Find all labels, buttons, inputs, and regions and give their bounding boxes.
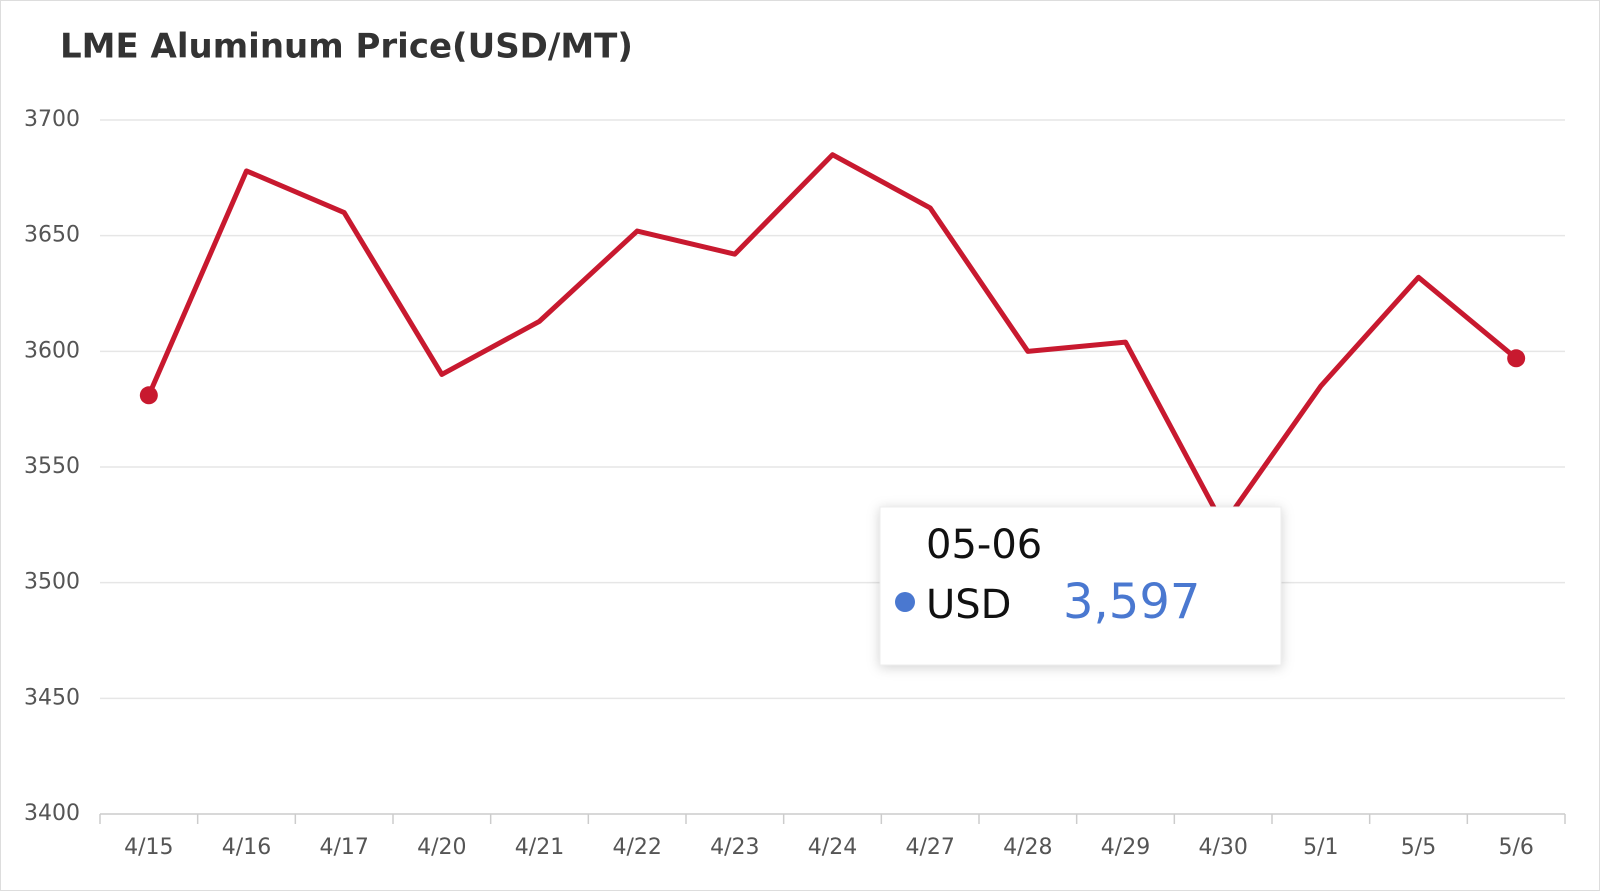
x-tick-label: 4/29 [1101,835,1150,860]
x-tick-label: 5/6 [1498,835,1533,860]
x-tick-label: 4/20 [417,835,466,860]
y-tick-label: 3500 [24,570,80,595]
x-tick-label: 4/17 [319,835,368,860]
tooltip-value: 3,597 [1063,574,1200,630]
x-tick-label: 4/27 [905,835,954,860]
y-tick-label: 3650 [24,223,80,248]
end-point [1507,349,1526,368]
x-tick-label: 4/28 [1003,835,1052,860]
tooltip-series: USD [926,582,1011,628]
tooltip: 05-06 USD 3,597 [879,506,1282,666]
y-tick-label: 3550 [24,454,80,479]
x-tick-label: 5/1 [1303,835,1338,860]
tooltip-box [879,506,1282,666]
x-tick-label: 4/23 [710,835,759,860]
x-tick-label: 4/21 [515,835,564,860]
price-line [146,152,1518,528]
tooltip-date: 05-06 [926,522,1042,568]
x-tick-label: 4/22 [612,835,661,860]
y-tick-label: 3450 [24,685,80,710]
y-tick-label: 3700 [24,107,80,132]
x-tick-label: 4/15 [124,835,173,860]
y-tick-label: 3600 [24,338,80,363]
x-tick-label: 4/16 [222,835,271,860]
tooltip-dot [895,592,915,612]
x-tick-label: 5/5 [1401,835,1436,860]
x-tick-label: 4/24 [808,835,857,860]
x-tick-label: 4/30 [1198,835,1247,860]
end-point [139,386,158,405]
chart-title: LME Aluminum Price(USD/MT) [60,27,633,67]
y-tick-label: 3400 [24,801,80,826]
